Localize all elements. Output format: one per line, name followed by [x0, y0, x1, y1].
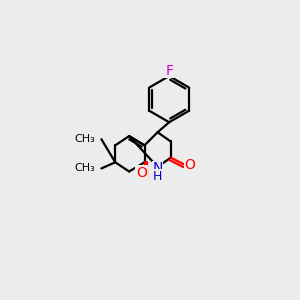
- Text: O: O: [136, 166, 147, 180]
- Text: N: N: [152, 161, 163, 176]
- Text: CH₃: CH₃: [74, 134, 95, 144]
- Text: O: O: [184, 158, 195, 172]
- Text: F: F: [165, 64, 173, 78]
- Text: H: H: [153, 169, 162, 183]
- Text: CH₃: CH₃: [74, 164, 95, 173]
